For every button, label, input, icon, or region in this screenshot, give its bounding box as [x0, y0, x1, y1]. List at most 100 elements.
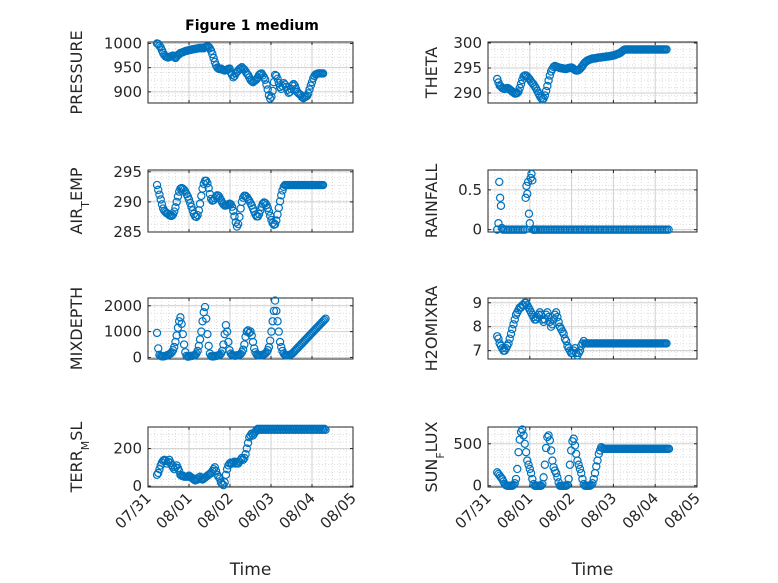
ylabel-part: SUN — [422, 459, 441, 493]
data-point — [317, 424, 327, 434]
data-point — [318, 317, 328, 326]
data-point — [589, 474, 598, 484]
xtick-label: 08/04 — [276, 489, 319, 532]
data-point — [536, 481, 546, 490]
xtick-label: 07/31 — [452, 489, 495, 532]
xtick-label: 08/05 — [317, 489, 360, 532]
ytick-label: 200 — [113, 440, 142, 458]
axes-box — [147, 297, 354, 360]
axes-box — [147, 169, 354, 233]
data-point — [553, 312, 562, 322]
data-point — [575, 346, 585, 355]
xtick-label: 08/01 — [153, 489, 196, 532]
data-point — [570, 441, 580, 450]
data-point — [187, 202, 196, 211]
data-point — [305, 85, 314, 94]
data-point — [263, 203, 272, 213]
data-point — [264, 207, 274, 216]
data-point — [496, 201, 506, 210]
data-point — [179, 340, 189, 349]
ylabel-4: MIXDEPTH — [67, 287, 86, 370]
ylabel-part: LUX — [422, 421, 441, 452]
data-point — [155, 41, 164, 51]
data-point — [174, 317, 184, 326]
ytick-label: 300 — [453, 34, 482, 52]
data-point — [261, 198, 270, 208]
ytick-label: 0 — [472, 477, 482, 495]
data-point — [315, 424, 324, 434]
data-point — [320, 315, 329, 325]
data-point — [543, 308, 552, 317]
data-point — [272, 306, 281, 316]
data-point — [221, 470, 231, 480]
ylabel-part: TERR — [67, 450, 86, 493]
data-point — [263, 85, 272, 94]
ytick-label: 1000 — [104, 323, 142, 341]
data-point — [177, 319, 186, 329]
data-point — [545, 436, 555, 445]
data-point — [524, 209, 534, 218]
data-point — [200, 302, 210, 312]
data-point — [152, 328, 162, 338]
data-point — [270, 219, 280, 229]
data-point — [224, 337, 233, 347]
data-point — [540, 91, 550, 100]
data-point — [544, 76, 553, 85]
ytick-label: 500 — [453, 435, 482, 453]
data-point — [208, 49, 217, 59]
xlabel: Time — [571, 560, 614, 580]
data-point — [513, 464, 522, 474]
ylabel-part: M — [79, 441, 92, 451]
data-point — [154, 185, 163, 195]
data-point — [513, 88, 522, 98]
data-point — [520, 225, 529, 234]
data-point — [268, 317, 277, 326]
data-point — [167, 348, 176, 357]
ylabel-0: PRESSURE — [67, 30, 86, 114]
data-point — [514, 87, 523, 96]
ytick-label: 9 — [472, 294, 482, 312]
data-point — [515, 83, 524, 93]
data-point — [520, 439, 529, 448]
data-point — [242, 444, 252, 453]
ylabel-part: F — [434, 452, 447, 458]
subplot-theta: 290 295 300 THETA — [422, 34, 698, 104]
data-point — [227, 202, 237, 211]
data-point — [230, 212, 239, 221]
data-point — [155, 190, 164, 199]
data-point — [516, 79, 526, 89]
data-point — [508, 481, 517, 490]
data-point — [268, 86, 277, 96]
data-point — [510, 479, 519, 488]
ylabel-6: TERRMSL — [67, 422, 92, 494]
data-point — [203, 329, 212, 339]
xtick-label: 07/31 — [112, 489, 155, 532]
data-point — [551, 308, 561, 317]
ytick-label: 295 — [453, 59, 482, 77]
data-point — [528, 176, 537, 185]
axes-box — [487, 297, 698, 360]
data-point — [546, 446, 556, 455]
data-point — [297, 92, 307, 102]
data-point — [530, 82, 540, 91]
ylabel-part: T — [79, 201, 92, 209]
ytick-label: 290 — [113, 193, 142, 211]
data-point — [511, 474, 521, 484]
data-point — [274, 327, 283, 336]
data-point — [243, 194, 253, 204]
data-point — [577, 468, 586, 478]
xtick-label: 08/03 — [235, 489, 278, 532]
ytick-label: 0 — [132, 348, 142, 366]
data-point — [193, 346, 202, 356]
data-point — [564, 474, 573, 484]
data-point — [195, 335, 205, 344]
ytick-label: 8 — [472, 318, 482, 336]
ytick-label: 950 — [113, 59, 142, 77]
ytick-label: 1000 — [104, 34, 142, 52]
data-point — [495, 193, 505, 203]
data-point — [496, 473, 506, 482]
